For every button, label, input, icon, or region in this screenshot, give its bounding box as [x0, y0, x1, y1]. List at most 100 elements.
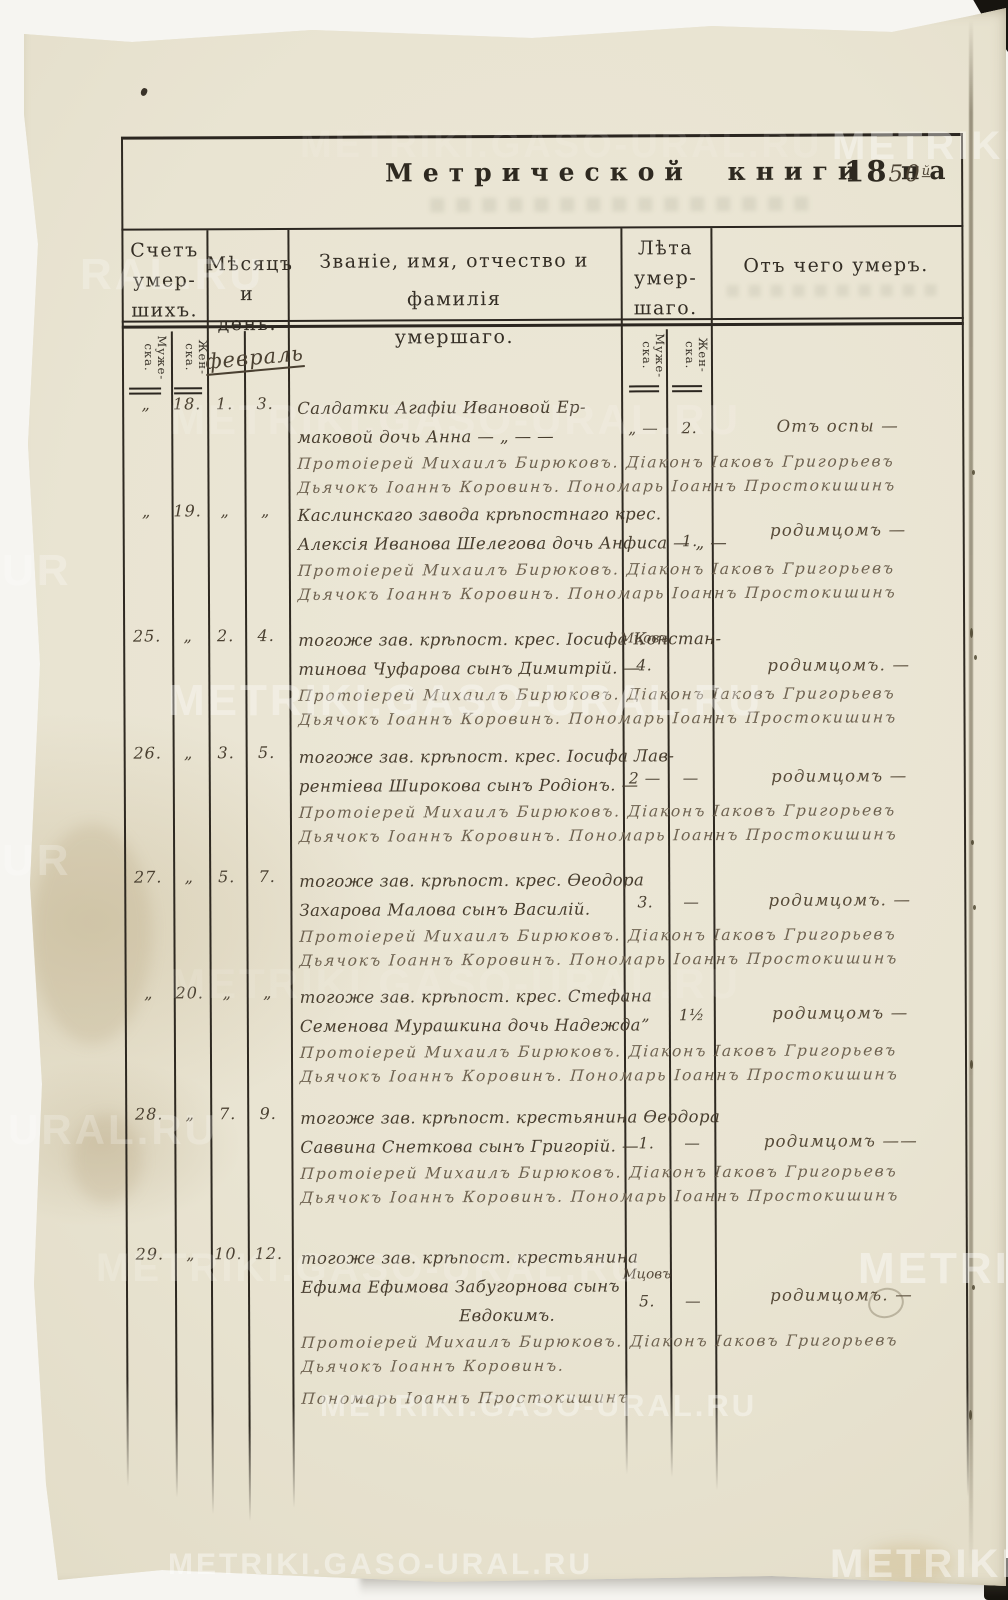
- death-record-row: „ 20. „ „ тогоже зав. крѣпост. крес. Сте…: [4, 980, 1008, 1086]
- age-female-cell: —: [684, 1134, 701, 1153]
- death-record-row: 26. „ 3. 5. тогоже зав. крѣпост. крес. І…: [3, 740, 1008, 846]
- clergy-signature-line: Протоіерей Михаилъ Бирюковъ. Діаконъ Іак…: [297, 684, 897, 705]
- burial-day-cell: „: [260, 501, 271, 521]
- dirt-speck: [974, 655, 977, 660]
- col-header-line: шаго.: [633, 297, 698, 320]
- col-header-line: Званіе, имя, отчество и фамилія: [319, 249, 589, 311]
- subheader-male-age: Муже- ска.: [622, 333, 667, 378]
- deceased-description: тогоже зав. крѣпост. крес. Стефана Семен…: [299, 980, 960, 1089]
- death-day-cell: 3.: [217, 743, 235, 763]
- female-count-cell: „: [184, 867, 194, 887]
- ledger-page: [24, 8, 1006, 1586]
- burial-day-cell: 9.: [259, 1103, 277, 1124]
- burial-day-cell: 5.: [257, 742, 276, 763]
- age-male-cell: 1.: [638, 1134, 655, 1153]
- male-count-cell: 25.: [132, 626, 162, 646]
- clergy-signature-line: Протоіерей Михаилъ Бирюковъ. Діаконъ Іак…: [298, 801, 897, 822]
- clergy-signature-line: Дьячокъ Іоаннъ Коровинъ. Пономарь Іоаннъ…: [296, 476, 897, 497]
- subheader-line: Жен-: [695, 337, 711, 373]
- female-count-cell: „: [186, 1244, 196, 1264]
- col-header-line: умершаго.: [394, 325, 515, 349]
- ink-bleed-ghost: [726, 284, 942, 298]
- death-record-row: 29. „ 10. 12. тогоже зав. крѣпост. крест…: [5, 1241, 1008, 1408]
- col-header-line: Лѣта: [637, 237, 694, 260]
- subheader-line: ска.: [639, 341, 655, 370]
- col-header-line: и день.: [217, 283, 278, 336]
- age-female-cell: —: [682, 769, 699, 788]
- clergy-signature-line: Протоіерей Михаилъ Бирюковъ. Діаконъ Іак…: [296, 452, 896, 473]
- death-day-cell: 10.: [214, 1244, 243, 1264]
- burial-day-cell: 4.: [257, 625, 275, 646]
- col-header-cause: Отъ чего умеръ.: [710, 250, 961, 281]
- dirt-speck: [970, 1060, 973, 1069]
- col-header-count: Счетъ умер- шихъ.: [122, 235, 206, 325]
- col-header-line: умер-: [132, 269, 197, 292]
- burial-day-cell: 7.: [258, 866, 276, 887]
- burial-day-cell: 3.: [256, 393, 274, 414]
- age-male-cell: „: [641, 1006, 651, 1025]
- male-count-cell: „: [144, 983, 154, 1003]
- death-day-cell: 1.: [215, 394, 234, 414]
- deceased-description: тогоже зав. крѣпост. крес. Ѳеодора Захар…: [299, 864, 959, 973]
- age-unit-label: Мцовъ: [620, 630, 669, 647]
- clergy-signature-line: Протоіерей Михаилъ Бирюковъ. Діаконъ Іак…: [299, 1041, 898, 1062]
- clergy-signature-line: Протоіерей Михаилъ Бирюковъ. Діаконъ Іак…: [299, 1162, 899, 1183]
- female-count-cell: 19.: [173, 501, 202, 521]
- age-female-cell: —: [683, 893, 700, 912]
- dirt-speck: [969, 1410, 972, 1420]
- burial-day-cell: 12.: [254, 1243, 284, 1264]
- subheader-line: ска.: [141, 343, 157, 372]
- death-record-row: 27. „ 5. 7. тогоже зав. крѣпост. крес. Ѳ…: [3, 864, 1008, 970]
- death-day-cell: 7.: [219, 1104, 237, 1124]
- death-day-cell: 5.: [218, 867, 236, 887]
- col-header-line: шихъ.: [131, 299, 199, 322]
- col-header-name: Званіе, имя, отчество и фамилія умершаго…: [287, 241, 620, 356]
- deceased-description: тогоже зав. крѣпост. крес. Іосифа Лав- р…: [298, 740, 959, 849]
- dirt-speck: [971, 840, 974, 845]
- year-suffix: й: [921, 163, 931, 179]
- age-female-cell: —: [685, 1292, 702, 1311]
- age-female-cell: 2.: [681, 419, 698, 438]
- subheader-female-count: Жен- ска.: [165, 335, 210, 379]
- sub-rule: [174, 387, 203, 390]
- clergy-signature-line: Дьячокъ Іоаннъ Коровинъ. Пономарь Іоаннъ…: [297, 583, 898, 604]
- subheader-line: ска.: [682, 341, 698, 370]
- deceased-description: Салдатки Агафіи Ивановой Ер- маковой доч…: [297, 391, 957, 500]
- cause-of-death-cell: родимцомъ —: [769, 520, 907, 540]
- clergy-signature-line: Пономарь Іоаннъ Простокишинъ: [300, 1388, 631, 1408]
- ink-bleed-ghost: [430, 196, 821, 213]
- clergy-signature-line: Дьячокъ Іоаннъ Коровинъ. Пономарь Іоаннъ…: [299, 1065, 900, 1086]
- male-count-cell: 28.: [134, 1104, 164, 1124]
- col-header-line: умер-: [633, 267, 698, 290]
- cause-of-death-cell: родимцомъ —: [771, 766, 908, 786]
- death-record-row: 28. „ 7. 9. тогоже зав. крѣпост. крестья…: [4, 1101, 1008, 1207]
- death-record-row: 25. „ 2. 4. тогоже зав. крѣпост. крес. І…: [2, 623, 1008, 729]
- male-count-cell: 26.: [133, 743, 162, 763]
- female-count-cell: „: [183, 743, 194, 763]
- male-count-cell: „: [141, 501, 152, 521]
- age-female-cell: 1½: [678, 1006, 705, 1025]
- death-day-cell: „: [222, 983, 232, 1003]
- dirt-speck: [972, 1285, 975, 1290]
- deceased-description: Каслинскаго завода крѣпостнаго крес. Але…: [297, 498, 958, 607]
- dirt-speck: [973, 905, 976, 910]
- age-male-cell: 2 —: [628, 769, 661, 788]
- cause-of-death-cell: родимцомъ. —: [768, 890, 912, 910]
- year-handwritten: 50: [888, 161, 922, 188]
- sub-rule: [629, 385, 660, 388]
- age-female-cell: 1.: [681, 532, 698, 551]
- clergy-signature-line: Протоіерей Михаилъ Бирюковъ. Діаконъ Іак…: [298, 925, 898, 946]
- clergy-signature-line: Дьячокъ Іоаннъ Коровинъ. Пономарь Іоаннъ…: [298, 949, 899, 970]
- clergy-signature-line: Протоіерей Михаилъ Бирюковъ. Діаконъ Іак…: [297, 559, 896, 580]
- col-header-line: Отъ чего умеръ.: [743, 254, 929, 277]
- cause-of-death-cell: Отъ оспы —: [776, 416, 899, 436]
- female-count-cell: 18.: [172, 394, 202, 414]
- paper-stain: [32, 824, 152, 1044]
- cause-of-death-cell: родимцомъ. —: [767, 655, 911, 675]
- paper-stain: [72, 1114, 142, 1204]
- burial-day-cell: „: [263, 983, 273, 1003]
- year-printed: 18: [844, 154, 889, 189]
- col-header-age: Лѣта умер- шаго.: [620, 233, 710, 323]
- cause-of-death-cell: родимцомъ ——: [763, 1131, 918, 1151]
- clergy-signature-line: Дьячокъ Іоаннъ Коровинъ. Пономарь Іоаннъ…: [298, 825, 899, 846]
